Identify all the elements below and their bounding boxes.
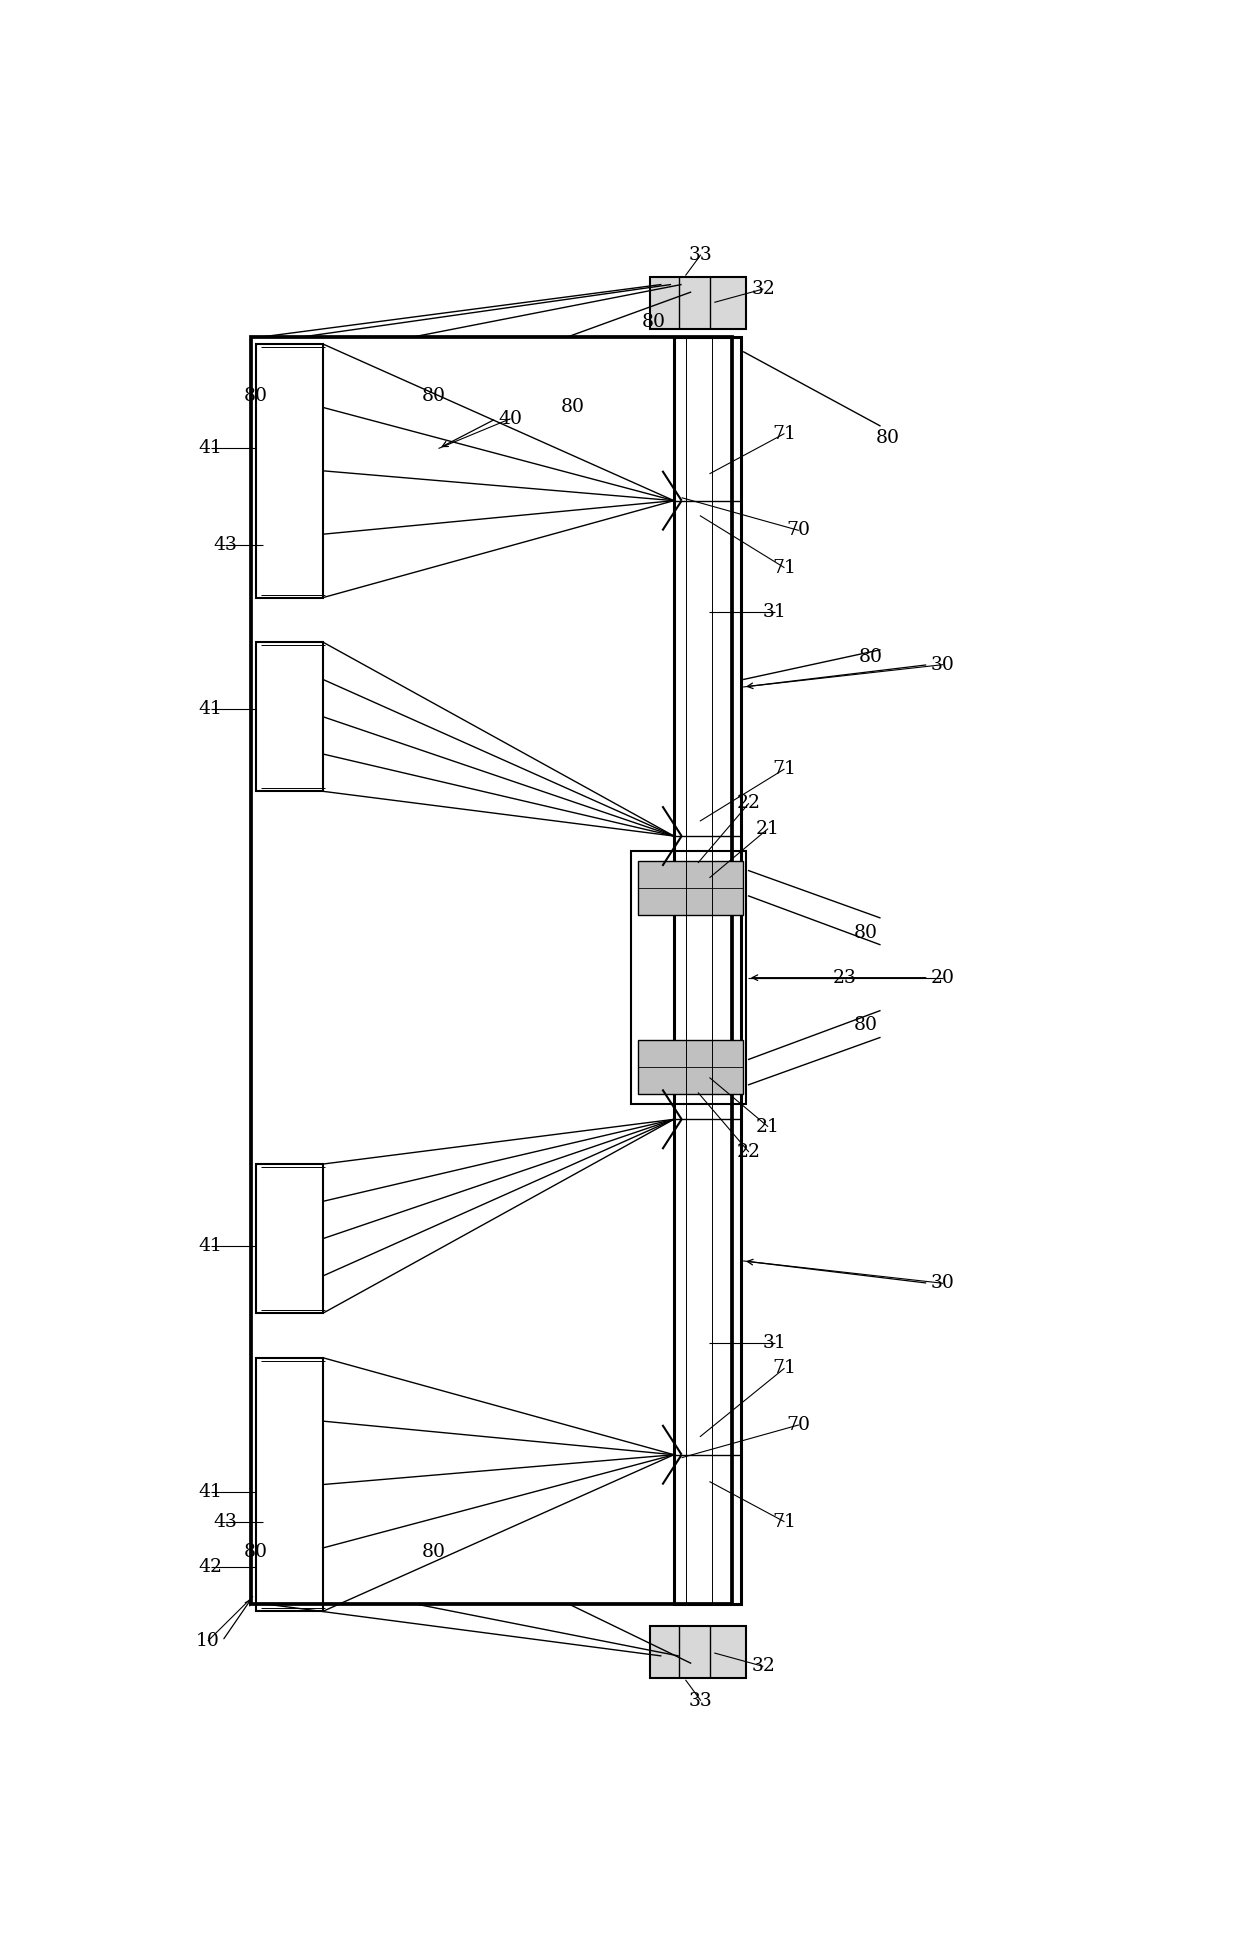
Text: 71: 71	[773, 761, 796, 778]
Text: 31: 31	[763, 1334, 786, 1351]
Text: 40: 40	[498, 410, 522, 428]
Text: 43: 43	[213, 536, 237, 554]
Text: 80: 80	[422, 1543, 445, 1560]
Text: 71: 71	[773, 560, 796, 577]
Text: 80: 80	[642, 314, 666, 331]
Text: 43: 43	[213, 1512, 237, 1531]
Text: 23: 23	[833, 968, 857, 987]
Bar	[255, 1357, 324, 1611]
Text: 41: 41	[198, 1483, 223, 1500]
Bar	[639, 1040, 743, 1094]
Text: 80: 80	[244, 387, 268, 405]
Text: 80: 80	[875, 430, 899, 447]
Text: 42: 42	[198, 1558, 223, 1576]
Text: 71: 71	[773, 1359, 796, 1376]
Text: 41: 41	[198, 1237, 223, 1255]
Bar	[675, 337, 742, 1603]
Text: 80: 80	[854, 923, 878, 943]
Text: 80: 80	[560, 397, 585, 416]
Text: 71: 71	[773, 424, 796, 443]
Text: 80: 80	[422, 387, 445, 405]
Text: 33: 33	[689, 246, 713, 263]
Text: 10: 10	[196, 1632, 219, 1649]
Text: 71: 71	[773, 1512, 796, 1531]
Text: 32: 32	[751, 1657, 775, 1675]
Text: 30: 30	[931, 656, 955, 674]
Text: 33: 33	[689, 1692, 713, 1709]
Text: 70: 70	[787, 521, 811, 540]
Text: 21: 21	[756, 1117, 780, 1136]
Text: 80: 80	[859, 649, 883, 666]
Text: 22: 22	[737, 1142, 761, 1162]
Text: 21: 21	[756, 819, 780, 838]
Text: 32: 32	[751, 281, 775, 298]
Bar	[255, 345, 324, 598]
Text: 31: 31	[763, 604, 786, 621]
Bar	[650, 1626, 746, 1679]
Bar	[255, 1164, 324, 1313]
Text: 80: 80	[244, 1543, 268, 1560]
Bar	[650, 277, 746, 329]
Text: 70: 70	[787, 1415, 811, 1435]
Text: 41: 41	[198, 701, 223, 718]
Text: 20: 20	[931, 968, 955, 987]
Text: 41: 41	[198, 439, 223, 457]
Bar	[639, 862, 743, 916]
Text: 22: 22	[737, 794, 761, 813]
Bar	[255, 643, 324, 792]
Bar	[631, 852, 746, 1104]
Text: 30: 30	[931, 1274, 955, 1291]
Bar	[250, 337, 732, 1603]
Text: 80: 80	[854, 1016, 878, 1034]
